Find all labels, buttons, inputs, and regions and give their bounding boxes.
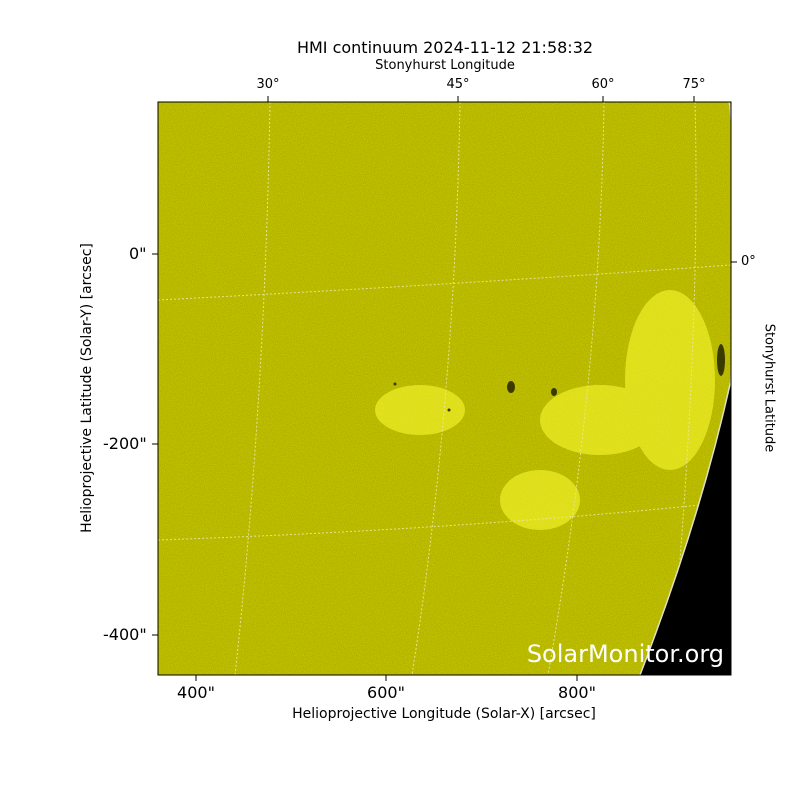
y-axis-label: Helioprojective Latitude (Solar-Y) [arcs… xyxy=(79,243,95,533)
heliographic-grid xyxy=(158,102,731,675)
top-tick-label: 30° xyxy=(256,77,280,92)
plot-frame xyxy=(157,101,732,676)
right-tick-label: 0° xyxy=(741,254,756,269)
watermark: SolarMonitor.org xyxy=(526,640,724,668)
top-tick-label: 75° xyxy=(682,77,706,92)
top-axis-label: Stonyhurst Longitude xyxy=(375,58,515,73)
sunspot xyxy=(507,381,515,393)
sunspot xyxy=(551,388,557,396)
top-tick-label: 45° xyxy=(446,77,470,92)
x-tick-label: 600" xyxy=(367,683,405,702)
sunspot xyxy=(717,344,725,376)
top-tick-label: 60° xyxy=(591,77,615,92)
x-tick-label: 800" xyxy=(558,683,596,702)
sunspot xyxy=(447,408,451,412)
y-tick-label: -400" xyxy=(103,625,147,644)
x-tick-label: 400" xyxy=(177,683,215,702)
right-axis-label: Stonyhurst Latitude xyxy=(761,323,777,453)
y-tick-label: 0" xyxy=(129,244,147,263)
plot-title: HMI continuum 2024-11-12 21:58:32 xyxy=(296,38,594,57)
x-axis-label: Helioprojective Longitude (Solar-X) [arc… xyxy=(292,706,596,722)
tick-marks xyxy=(152,96,737,681)
sunspot xyxy=(393,382,397,386)
y-tick-label: -200" xyxy=(103,434,147,453)
faculae-region xyxy=(375,290,715,530)
sunspots xyxy=(393,344,725,412)
